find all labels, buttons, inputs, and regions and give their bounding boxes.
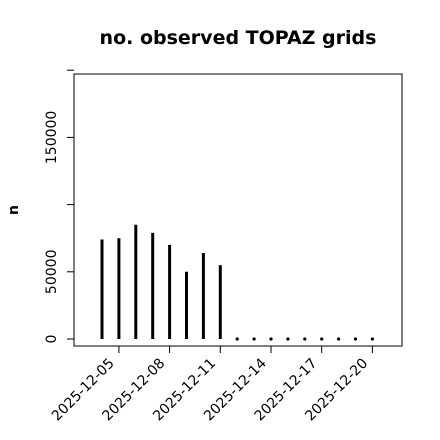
chart-title: no. observed TOPAZ grids bbox=[100, 27, 377, 49]
y-axis: 0 50000 150000 bbox=[44, 69, 74, 344]
y-axis-label: n bbox=[6, 205, 22, 215]
bar bbox=[320, 337, 324, 341]
bar bbox=[286, 337, 290, 341]
bar bbox=[337, 337, 341, 341]
bar bbox=[353, 337, 358, 341]
y-tick-label: 0 bbox=[44, 335, 60, 344]
y-tick-label: 50000 bbox=[44, 250, 60, 295]
bar bbox=[269, 337, 273, 341]
bar bbox=[370, 337, 374, 341]
bars bbox=[100, 224, 374, 341]
y-tick-label: 150000 bbox=[44, 111, 60, 164]
bar bbox=[252, 337, 256, 341]
x-axis: 2025-12-052025-12-082025-12-112025-12-14… bbox=[49, 346, 373, 424]
plot-frame bbox=[73, 73, 403, 347]
bar bbox=[303, 337, 307, 341]
bar bbox=[235, 337, 239, 341]
